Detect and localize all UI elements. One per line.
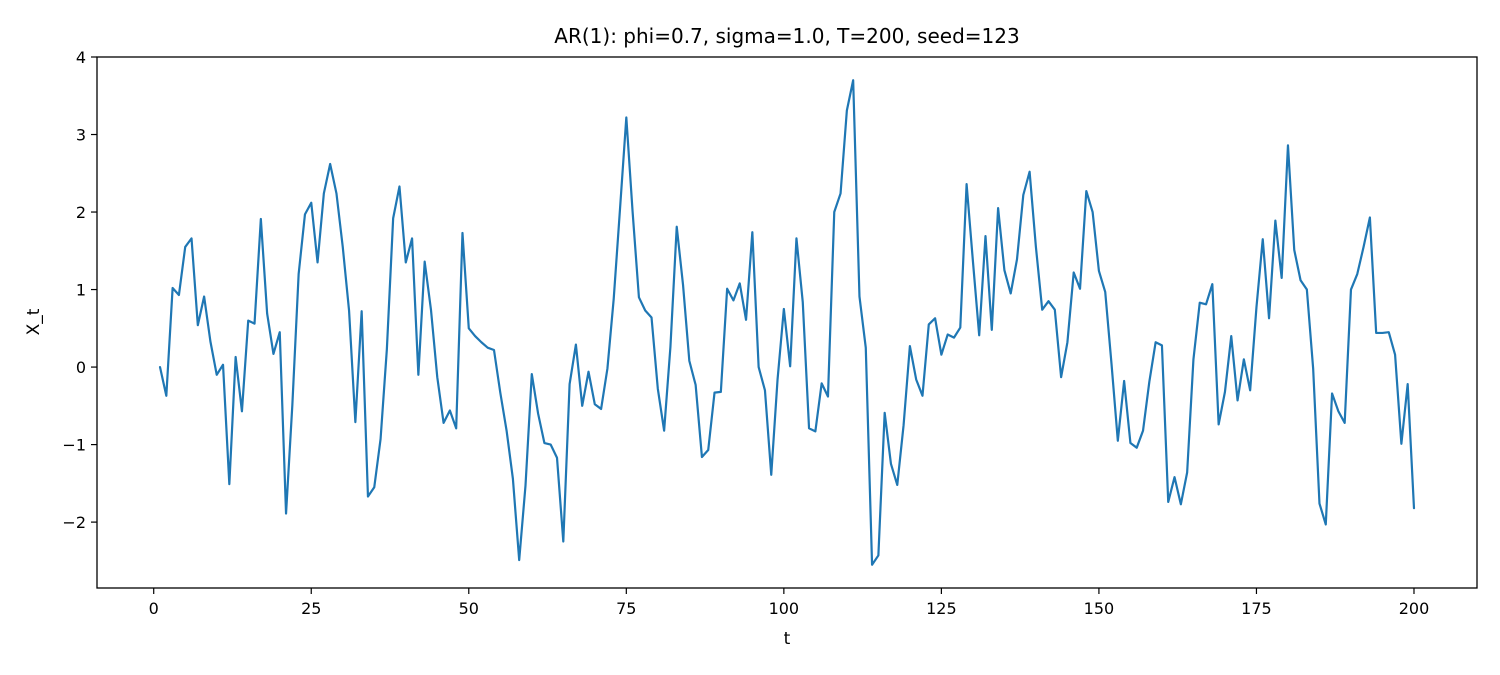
x-axis: 0 25 50 75 100 125 150 175 200 (149, 588, 1430, 618)
y-tick-label: 0 (76, 358, 86, 377)
y-tick-label: 2 (76, 203, 86, 222)
y-tick-label: 4 (76, 48, 86, 67)
x-tick-label: 200 (1399, 599, 1430, 618)
series-line (158, 79, 1416, 566)
x-tick-label: 100 (769, 599, 800, 618)
x-tick-label: 50 (459, 599, 479, 618)
y-tick-label: 3 (76, 126, 86, 145)
y-axis: −2 −1 0 1 2 3 4 (62, 48, 97, 532)
chart-title: AR(1): phi=0.7, sigma=1.0, T=200, seed=1… (554, 24, 1019, 48)
x-tick-label: 150 (1084, 599, 1115, 618)
x-tick-label: 25 (301, 599, 321, 618)
y-tick-label: 1 (76, 281, 86, 300)
y-tick-label: −1 (62, 436, 86, 455)
x-tick-label: 125 (926, 599, 957, 618)
y-tick-label: −2 (62, 513, 86, 532)
plot-frame (96, 56, 1478, 589)
x-tick-label: 0 (149, 599, 159, 618)
x-tick-label: 75 (616, 599, 636, 618)
y-axis-label: X_t (24, 308, 44, 335)
x-tick-label: 175 (1241, 599, 1272, 618)
x-axis-label: t (784, 629, 791, 649)
